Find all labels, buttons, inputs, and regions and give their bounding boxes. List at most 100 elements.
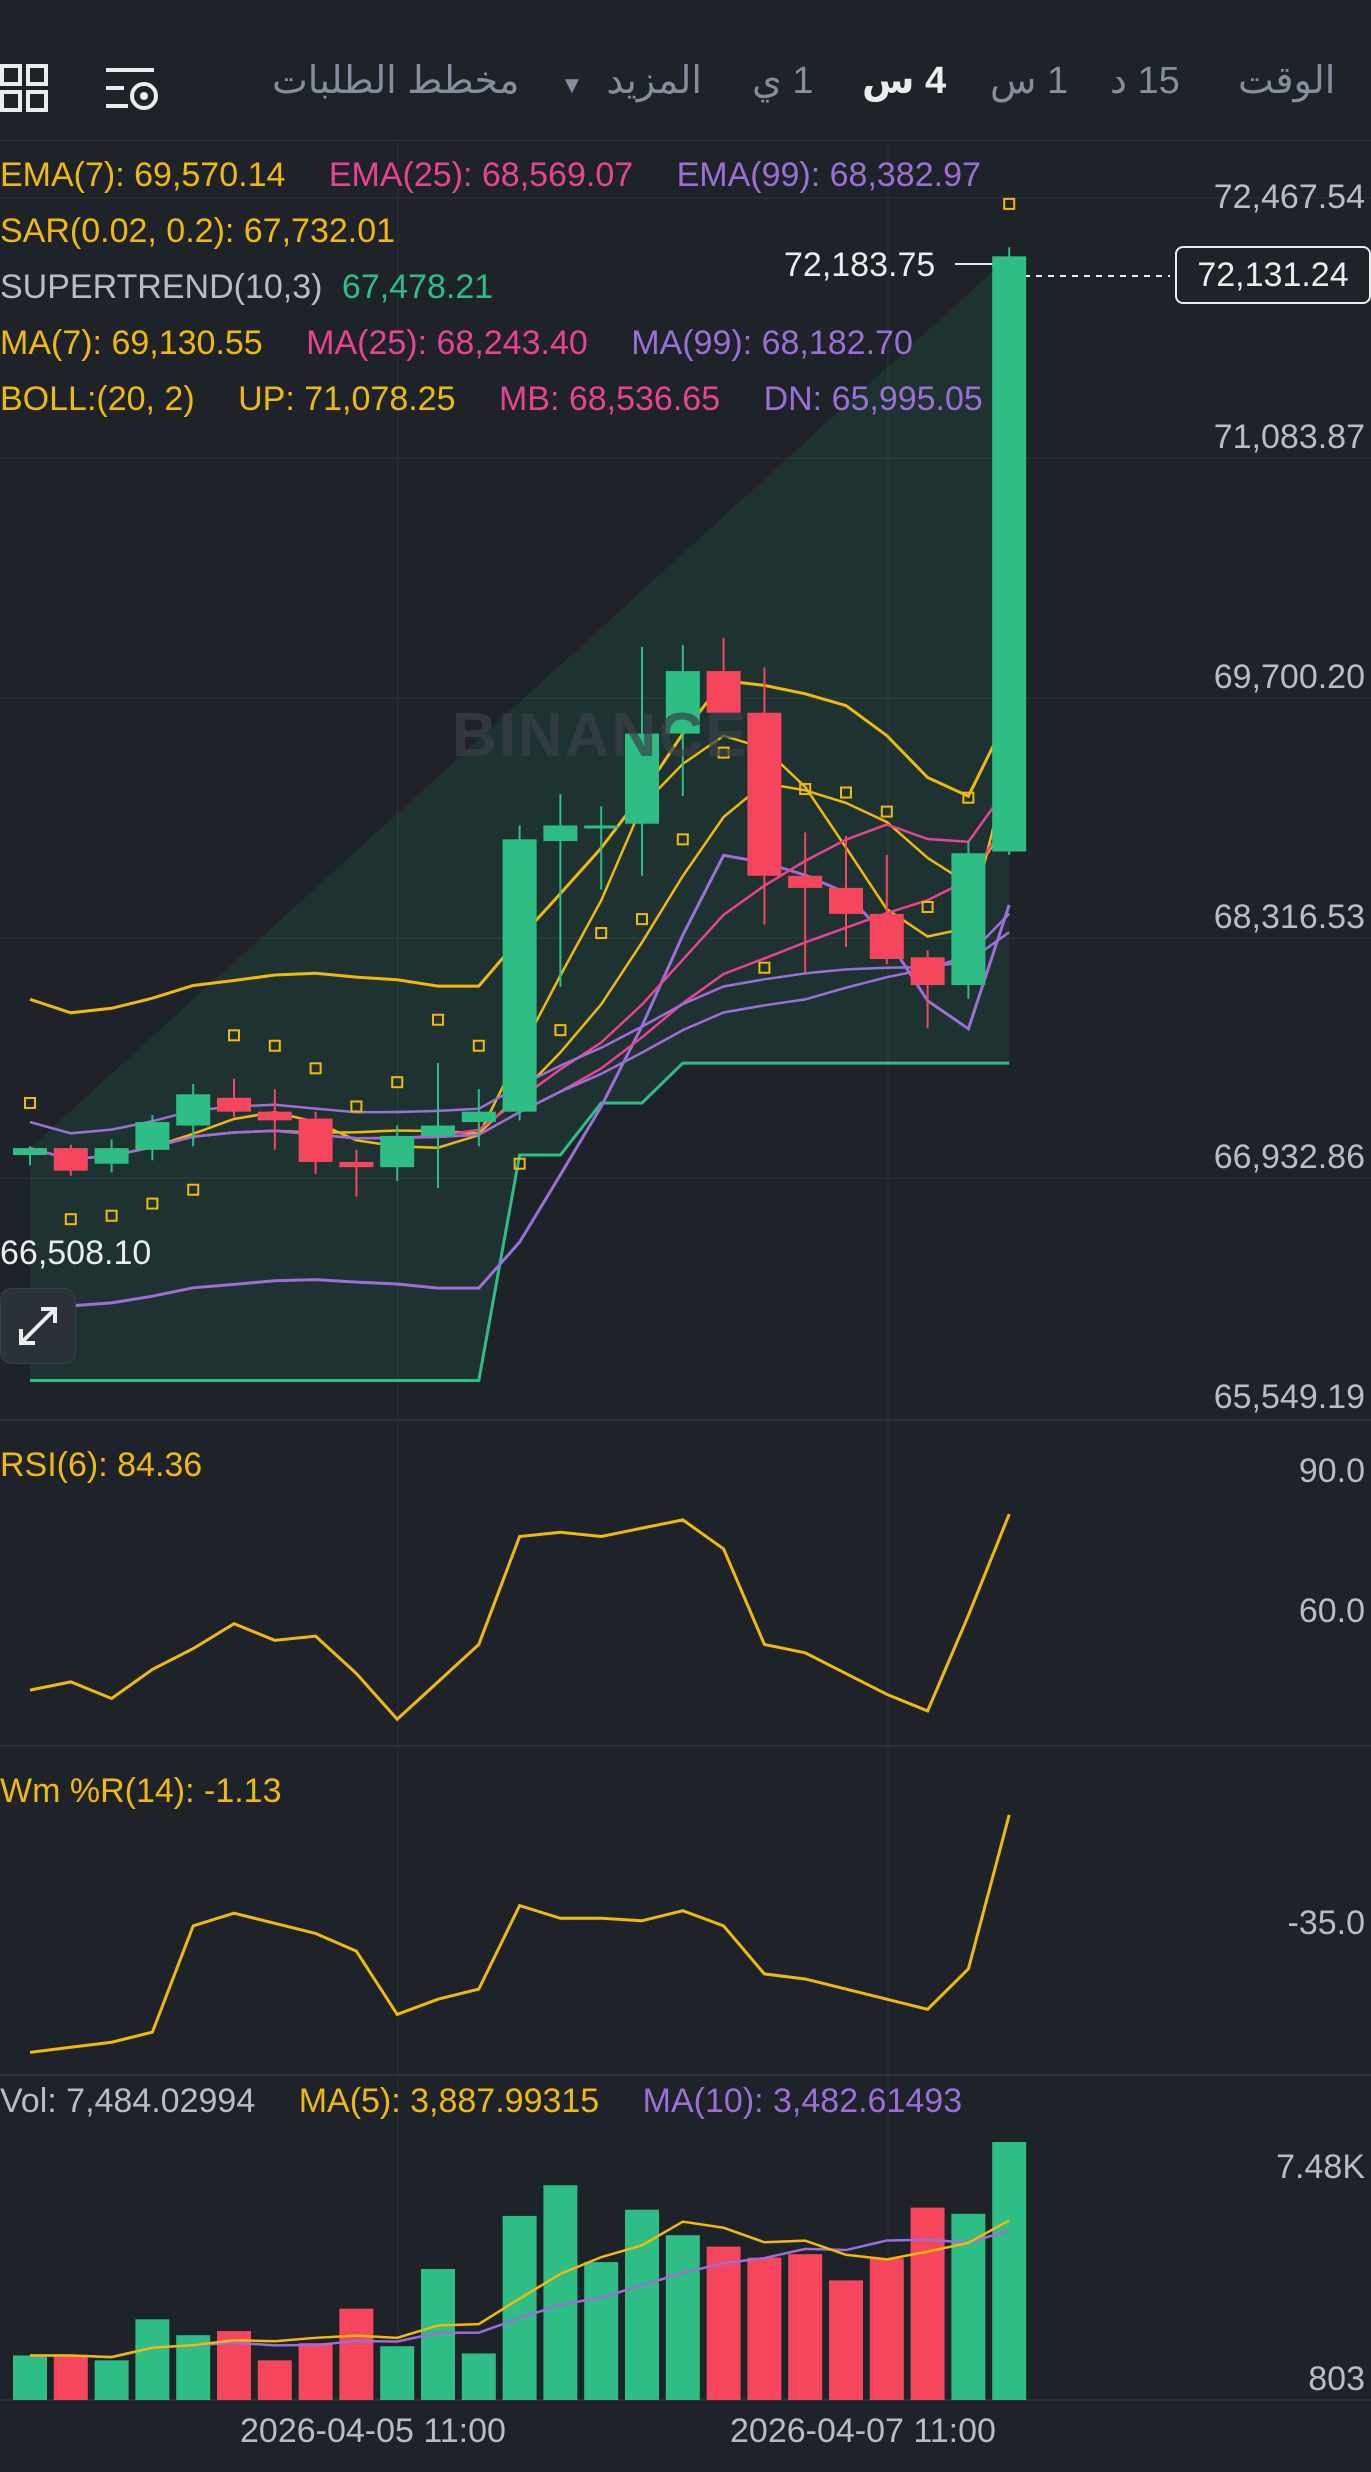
boll-mb-value: MB: 68,536.65 [498, 380, 721, 418]
orderbook-chart-tab[interactable]: مخطط الطلبات [272, 60, 520, 102]
sar-dot [146, 1197, 159, 1210]
volume-bar [869, 2258, 904, 2400]
volume-bar [257, 2360, 292, 2400]
candle-bearish [339, 1161, 374, 1168]
volume-ma5-line [30, 2219, 1010, 2359]
sar-dot [105, 1209, 118, 1222]
volume-bar [665, 2235, 700, 2400]
ma-legend: MA(7): 69,130.55 MA(25): 68,243.40 MA(99… [0, 324, 947, 363]
volume-bar [910, 2207, 945, 2400]
sar-dot [472, 1039, 485, 1052]
volume-bar [543, 2185, 578, 2400]
rsi-tick: 60.0 [1298, 1592, 1365, 1630]
ema25-value: EMA(25): 68,569.07 [328, 156, 634, 194]
candle-bullish [13, 1148, 47, 1156]
ema7-value: EMA(7): 69,570.14 [0, 156, 286, 194]
sar-dot [758, 961, 771, 974]
volume-bar [461, 2353, 496, 2400]
supertrend-label: SUPERTREND(10,3) [0, 268, 323, 306]
price-tick: 72,467.54 [1213, 178, 1365, 216]
rsi-legend: RSI(6): 84.36 [0, 1446, 203, 1484]
candle-bearish [829, 887, 863, 914]
more-label: المزيد [606, 60, 702, 102]
williams-r-line [29, 1814, 1011, 2054]
candle-bearish [869, 913, 904, 960]
rsi-line [29, 1513, 1011, 1722]
current-price-tag: 72,131.24 [1175, 246, 1371, 304]
sar-dot [636, 913, 648, 926]
sar-dot [350, 1100, 363, 1113]
volume-tick: 803 [1308, 2360, 1365, 2398]
volume-ma5-value: MA(5): 3,887.99315 [298, 2082, 600, 2120]
sar-dot [554, 1024, 567, 1037]
candle-bullish [94, 1148, 129, 1164]
candle-bullish [584, 825, 619, 829]
volume-bar [94, 2360, 129, 2400]
expand-button[interactable] [0, 1288, 76, 1364]
interval-4h[interactable]: 4 س [862, 60, 947, 102]
candle-bearish [910, 957, 945, 986]
volume-bar [298, 2343, 333, 2400]
boll-up-value: UP: 71,078.25 [238, 380, 456, 418]
sar-dot [268, 1039, 281, 1052]
volume-ma10-value: MA(10): 3,482.61493 [642, 2082, 963, 2120]
interval-1d[interactable]: 1 ي [752, 60, 814, 102]
grid-icon[interactable] [0, 64, 48, 112]
candle-bullish [665, 671, 700, 734]
more-dropdown[interactable]: المزيد ▼ [560, 58, 702, 103]
sar-dot [513, 1157, 526, 1170]
ma99-value: MA(99): 68,182.70 [631, 324, 913, 362]
candle-bearish [257, 1111, 292, 1121]
triangle-down-icon: ▼ [560, 72, 584, 99]
ma25-value: MA(25): 68,243.40 [306, 324, 588, 362]
candle-bearish [53, 1148, 88, 1171]
chart-settings-icon[interactable] [104, 64, 160, 112]
expand-icon [19, 1307, 57, 1345]
candle-bullish [502, 839, 537, 1112]
volume-value: Vol: 7,484.02994 [0, 2082, 256, 2120]
candle-bullish [380, 1135, 415, 1168]
interval-15m[interactable]: 15 د [1110, 60, 1180, 102]
sar-dot [962, 791, 975, 804]
boll-label: BOLL:(20, 2) [0, 380, 195, 418]
sar-dot [799, 783, 812, 796]
volume-bar [53, 2355, 88, 2400]
sar-dot [1003, 197, 1016, 210]
sar-legend: SAR(0.02, 0.2): 67,732.01 [0, 212, 429, 251]
rsi-tick: 90.0 [1298, 1452, 1365, 1490]
volume-bar [829, 2280, 863, 2400]
ma7-value: MA(7): 69,130.55 [0, 324, 263, 362]
price-tick: 71,083.87 [1213, 418, 1365, 456]
candle-bullish [135, 1122, 170, 1150]
candle-bearish [747, 712, 782, 876]
sar-dot [391, 1076, 404, 1089]
price-tick: 65,549.19 [1213, 1378, 1365, 1416]
candle-bullish [461, 1111, 496, 1123]
sar-dot [840, 786, 852, 799]
sar-dot [228, 1029, 240, 1042]
price-tick: 68,316.53 [1213, 898, 1365, 936]
chart-toolbar: مخطط الطلبات المزيد ▼ 1 ي 4 س 1 س 15 د ا… [0, 0, 1371, 141]
time-tab[interactable]: الوقت [1238, 60, 1336, 102]
volume-tick: 7.48K [1276, 2148, 1365, 2186]
high-price-label: 72,183.75 [784, 246, 936, 284]
williams-r-legend: Wm %R(14): -1.13 [0, 1772, 282, 1810]
supertrend-value: 67,478.21 [341, 268, 494, 306]
sar-value: SAR(0.02, 0.2): 67,732.01 [0, 212, 396, 250]
candle-bearish [298, 1118, 333, 1162]
volume-bar [13, 2355, 47, 2400]
candle-bullish [176, 1094, 211, 1126]
date-tick: 2026-04-05 11:00 [240, 2412, 506, 2450]
volume-legend: Vol: 7,484.02994 MA(5): 3,887.99315 MA(1… [0, 2082, 962, 2121]
candle-bearish [788, 875, 823, 888]
sar-dot [64, 1213, 77, 1226]
candle-bearish [706, 671, 741, 713]
ema99-value: EMA(99): 68,382.97 [676, 156, 981, 194]
supertrend-line [30, 1061, 1010, 1382]
volume-bar [502, 2215, 537, 2400]
candle-bearish [217, 1097, 251, 1112]
interval-1h[interactable]: 1 س [990, 60, 1069, 102]
sar-dot [309, 1062, 322, 1075]
sar-dot [187, 1183, 200, 1196]
